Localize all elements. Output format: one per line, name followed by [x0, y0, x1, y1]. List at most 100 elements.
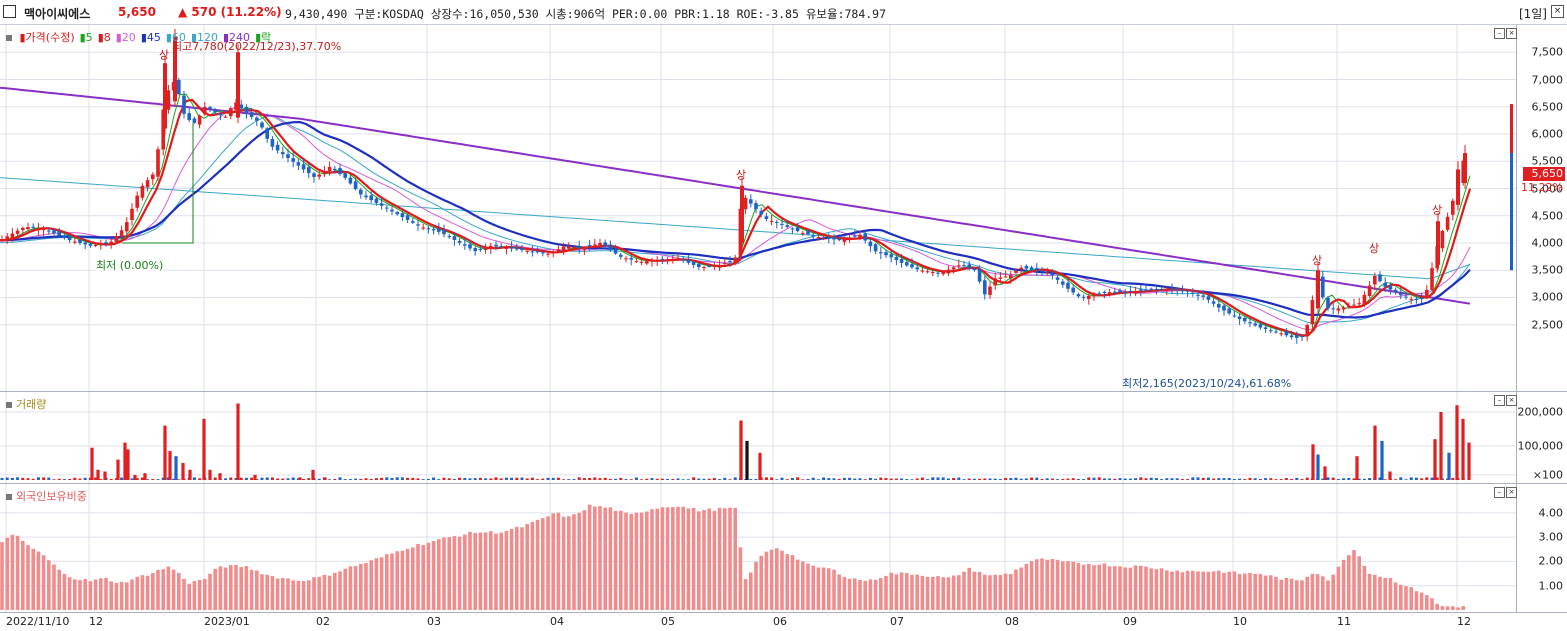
foreign-bar	[816, 567, 821, 610]
volume-bar	[1336, 479, 1340, 480]
foreign-bar	[218, 566, 223, 610]
candle-body	[608, 244, 613, 251]
foreign-bar	[1279, 579, 1283, 610]
panel-menu-icon[interactable]	[6, 35, 12, 41]
volume-bar	[915, 478, 919, 480]
foreign-bar	[707, 508, 711, 610]
volume-bar	[723, 477, 727, 480]
candle-body	[816, 237, 821, 239]
panel-menu-icon[interactable]	[6, 402, 12, 408]
candle-body	[749, 199, 753, 204]
minimize-icon[interactable]: –	[1494, 487, 1505, 498]
foreign-bar	[104, 577, 108, 610]
candle-body	[327, 166, 332, 172]
candle-body	[73, 241, 77, 243]
candle-body	[1463, 153, 1467, 184]
volume-bar	[697, 478, 701, 480]
legend-item-0[interactable]: ▮가격(수정)	[19, 31, 75, 44]
volume-bar	[1222, 478, 1226, 480]
volume-bar	[1076, 479, 1080, 480]
close-panel-icon[interactable]: ×	[1506, 487, 1517, 498]
minimize-icon[interactable]: –	[1494, 28, 1505, 39]
minimize-icon[interactable]: –	[1494, 395, 1505, 406]
foreign-ownership-panel: 외국인보유비중 – × 4.00 3.00 2.00 1.00	[0, 484, 1567, 612]
candle-body	[879, 252, 883, 254]
candle-body	[1092, 294, 1096, 297]
volume-bar	[1045, 478, 1049, 480]
volume-bar	[328, 479, 332, 480]
foreign-bar	[1300, 580, 1304, 610]
volume-bar	[99, 479, 103, 480]
volume-bar	[780, 477, 784, 480]
candle-body	[733, 257, 737, 263]
foreign-bar	[182, 578, 186, 610]
volume-bar	[1071, 478, 1075, 480]
foreign-bar	[1061, 561, 1065, 610]
high-note: 최고7,780(2022/12/23),37.70%	[172, 40, 342, 53]
legend-item-7[interactable]: ▮240	[223, 31, 251, 44]
volume-bar	[551, 477, 555, 480]
close-icon[interactable]: ×	[1551, 5, 1564, 18]
volume-bar	[837, 478, 841, 480]
volume-bar	[1004, 477, 1008, 480]
foreign-bar	[587, 504, 592, 610]
period-selector[interactable]: [1일]	[1518, 7, 1547, 21]
select-checkbox[interactable]	[3, 5, 16, 18]
legend-item-8[interactable]: ▮락	[255, 31, 272, 44]
foreign-bar	[151, 573, 155, 610]
y-tick: 7,000	[1531, 73, 1564, 86]
candle-body	[163, 63, 167, 129]
candle-body	[104, 242, 108, 244]
foreign-bar	[296, 580, 301, 610]
candle-body	[244, 107, 249, 114]
candle-body	[951, 267, 956, 270]
candle-body	[740, 185, 744, 243]
x-tick: 10	[1233, 615, 1247, 628]
legend-item-6[interactable]: ▮120	[190, 31, 218, 44]
volume-bar	[983, 478, 987, 480]
foreign-bar	[598, 506, 602, 610]
close-panel-icon[interactable]: ×	[1506, 395, 1517, 406]
candle-body	[665, 259, 670, 261]
x-tick: 04	[550, 615, 564, 628]
legend-item-5[interactable]: ▮60	[165, 31, 186, 44]
legend-item-4[interactable]: ▮45	[140, 31, 161, 44]
volume-bar	[936, 477, 940, 480]
foreign-ownership-chart[interactable]	[0, 484, 1517, 612]
legend-item-1[interactable]: ▮5	[79, 31, 93, 44]
foreign-bar	[130, 579, 134, 610]
foreign-bar	[515, 526, 519, 610]
candle-body	[1149, 288, 1153, 290]
foreign-bar	[1367, 573, 1372, 610]
volume-bar	[224, 478, 228, 480]
volume-panel: 거래량 – × 200,000 100,000 ×100	[0, 392, 1567, 484]
y-tick: 2,500	[1531, 318, 1564, 332]
legend-item-3[interactable]: ▮20	[115, 31, 136, 44]
candle-body	[213, 109, 217, 113]
candle-body	[1419, 297, 1424, 299]
candle-body	[1024, 265, 1029, 269]
volume-bar	[733, 477, 737, 480]
foreign-bar	[1024, 563, 1029, 610]
rise-marker: 상	[1432, 204, 1442, 217]
volume-chart[interactable]	[0, 392, 1517, 483]
close-panel-icon[interactable]: ×	[1506, 28, 1517, 39]
volume-bar	[749, 479, 753, 480]
foreign-bar	[322, 574, 327, 610]
legend-item-2[interactable]: ▮8	[97, 31, 111, 44]
panel-menu-icon[interactable]	[6, 494, 12, 500]
foreign-bar	[899, 572, 904, 610]
volume-bar	[739, 420, 743, 480]
candle-body	[1451, 200, 1455, 215]
volume-bar	[202, 418, 206, 480]
candle-body	[1175, 288, 1179, 291]
foreign-bar	[447, 537, 451, 610]
candle-body	[1211, 301, 1216, 304]
foreign-bar	[967, 567, 971, 610]
volume-bar	[1378, 477, 1382, 480]
candle-body	[1222, 305, 1226, 311]
y-tick: 4.00	[1538, 506, 1564, 520]
candle-body	[1123, 292, 1127, 294]
volume-bar	[1347, 478, 1351, 480]
